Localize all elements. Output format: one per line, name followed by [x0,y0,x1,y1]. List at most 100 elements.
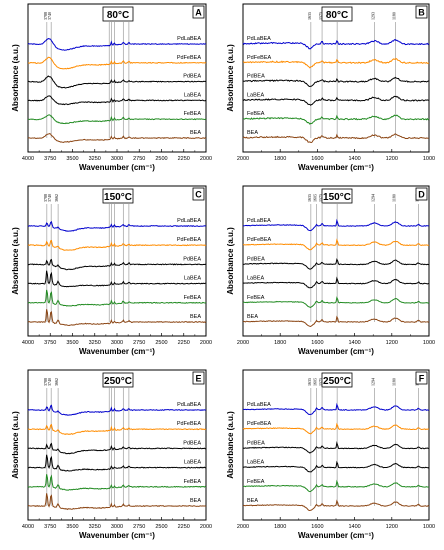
temperature-box [102,372,134,388]
peak-label: 1575 [318,12,323,20]
temperature-box [321,372,353,388]
x-tick-label: 2250 [178,340,190,346]
x-tick-label: 2000 [237,524,249,530]
x-tick-label: 2250 [178,156,190,162]
panel-letter: A [195,8,202,18]
x-tick-label: 3750 [44,156,56,162]
temperature-box [102,188,134,204]
x-tick-label: 2500 [155,156,167,162]
x-tick-label: 1000 [423,524,435,530]
series-line-PdFeBEA [242,238,430,251]
series-label-PdFeBEA: PdFeBEA [177,55,201,61]
x-tick-label: 3500 [66,156,78,162]
series-label-LaBEA: LaBEA [247,460,264,466]
x-axis-title: Wavenumber (cm⁻¹) [79,347,155,356]
series-line-PdBEA [242,257,430,270]
series-line-LaBEA [27,270,207,288]
series-label-PdLaBEA: PdLaBEA [247,402,271,408]
series-label-BEA: BEA [190,498,201,504]
panel-F: 2000 1800 1600 1400 1200 1000 Wavenumber (cm⁻¹… [226,369,435,540]
series-line-PdLaBEA [27,220,207,232]
peak-label: 1294 [370,194,375,202]
x-tick-label: 1800 [274,340,286,346]
series-label-PdLaBEA: PdLaBEA [177,218,201,224]
x-tick-label: 1400 [348,340,360,346]
x-tick-label: 2750 [133,340,145,346]
panel-letter: E [195,374,201,384]
x-tick-label: 3500 [66,524,78,530]
series-line-PdLaBEA [242,39,430,50]
series-label-PdFeBEA: PdFeBEA [247,421,271,427]
series-label-PdFeBEA: PdFeBEA [177,237,201,243]
x-tick-label: 2500 [155,340,167,346]
series-label-PdFeBEA: PdFeBEA [247,55,271,61]
x-tick-label: 4000 [22,340,34,346]
x-tick-label: 2500 [155,524,167,530]
series-line-LaBEA [27,95,207,106]
series-label-LaBEA: LaBEA [184,460,201,466]
x-tick-label: 1800 [274,156,286,162]
peak-label: 1293 [371,12,376,20]
temperature-box [102,6,134,22]
series-line-PdBEA [27,75,207,89]
series-label-LaBEA: LaBEA [247,92,264,98]
series-line-LaBEA [27,454,207,472]
series-line-FeBEA [27,474,207,491]
x-tick-label: 2000 [237,340,249,346]
series-line-PdFeBEA [242,422,430,435]
series-label-PdBEA: PdBEA [183,256,201,262]
panel-A: 4000 3750 3500 3250 3000 2750 2500 2250 2000 Wave… [11,3,212,172]
series-label-BEA: BEA [247,314,258,320]
series-line-PdFeBEA [27,56,207,70]
panel-B: 2000 1800 1600 1400 1200 1000 Wavenumber (cm⁻¹… [226,3,435,172]
y-axis-title: Absorbance (a.u.) [11,411,20,479]
series-line-PdBEA [27,442,207,455]
panel-C: 4000 3750 3500 3250 3000 2750 2500 2250 2000 Wave… [11,185,212,356]
x-tick-label: 1600 [311,524,323,530]
series-line-FeBEA [242,479,430,493]
series-label-PdLaBEA: PdLaBEA [177,402,201,408]
y-axis-title: Absorbance (a.u.) [226,411,235,479]
panel-letter-box [415,5,428,19]
peak-label: 3662 [54,194,59,202]
series-line-PdLaBEA [27,404,207,416]
series-label-FeBEA: FeBEA [184,111,202,117]
x-tick-label: 3250 [89,524,101,530]
y-axis-title: Absorbance (a.u.) [11,44,20,112]
panel-letter: C [195,190,202,200]
peak-label: 1294 [370,378,375,386]
series-label-PdBEA: PdBEA [247,74,265,80]
series-label-PdBEA: PdBEA [183,74,201,80]
temperature-label: 150°C [104,192,132,203]
series-line-LaBEA [242,276,430,289]
series-label-PdFeBEA: PdFeBEA [247,237,271,243]
series-label-FeBEA: FeBEA [247,295,265,301]
x-tick-label: 2250 [178,524,190,530]
peak-label: 1605 [312,194,317,202]
series-label-PdBEA: PdBEA [247,440,265,446]
panel-letter-box [192,371,205,385]
x-tick-label: 1800 [274,524,286,530]
series-line-BEA [242,133,430,144]
x-tick-label: 3500 [66,340,78,346]
series-line-FeBEA [27,289,207,307]
x-axis-title: Wavenumber (cm⁻¹) [298,347,374,356]
x-axis-title: Wavenumber (cm⁻¹) [79,163,155,172]
x-axis-title: Wavenumber (cm⁻¹) [298,163,374,172]
series-line-FeBEA [27,114,207,125]
x-tick-label: 3750 [44,340,56,346]
series-label-LaBEA: LaBEA [247,276,264,282]
series-line-PdLaBEA [242,402,430,416]
plot-frame [242,3,430,153]
x-tick-label: 3250 [89,340,101,346]
x-tick-label: 1400 [348,524,360,530]
series-line-LaBEA [242,95,430,106]
temperature-label: 150°C [323,192,351,203]
x-tick-label: 2750 [133,524,145,530]
x-tick-label: 3250 [89,156,101,162]
series-label-LaBEA: LaBEA [184,92,201,98]
series-label-LaBEA: LaBEA [184,276,201,282]
series-line-PdBEA [242,76,430,87]
plot-frame [27,3,207,153]
x-tick-label: 3000 [111,156,123,162]
